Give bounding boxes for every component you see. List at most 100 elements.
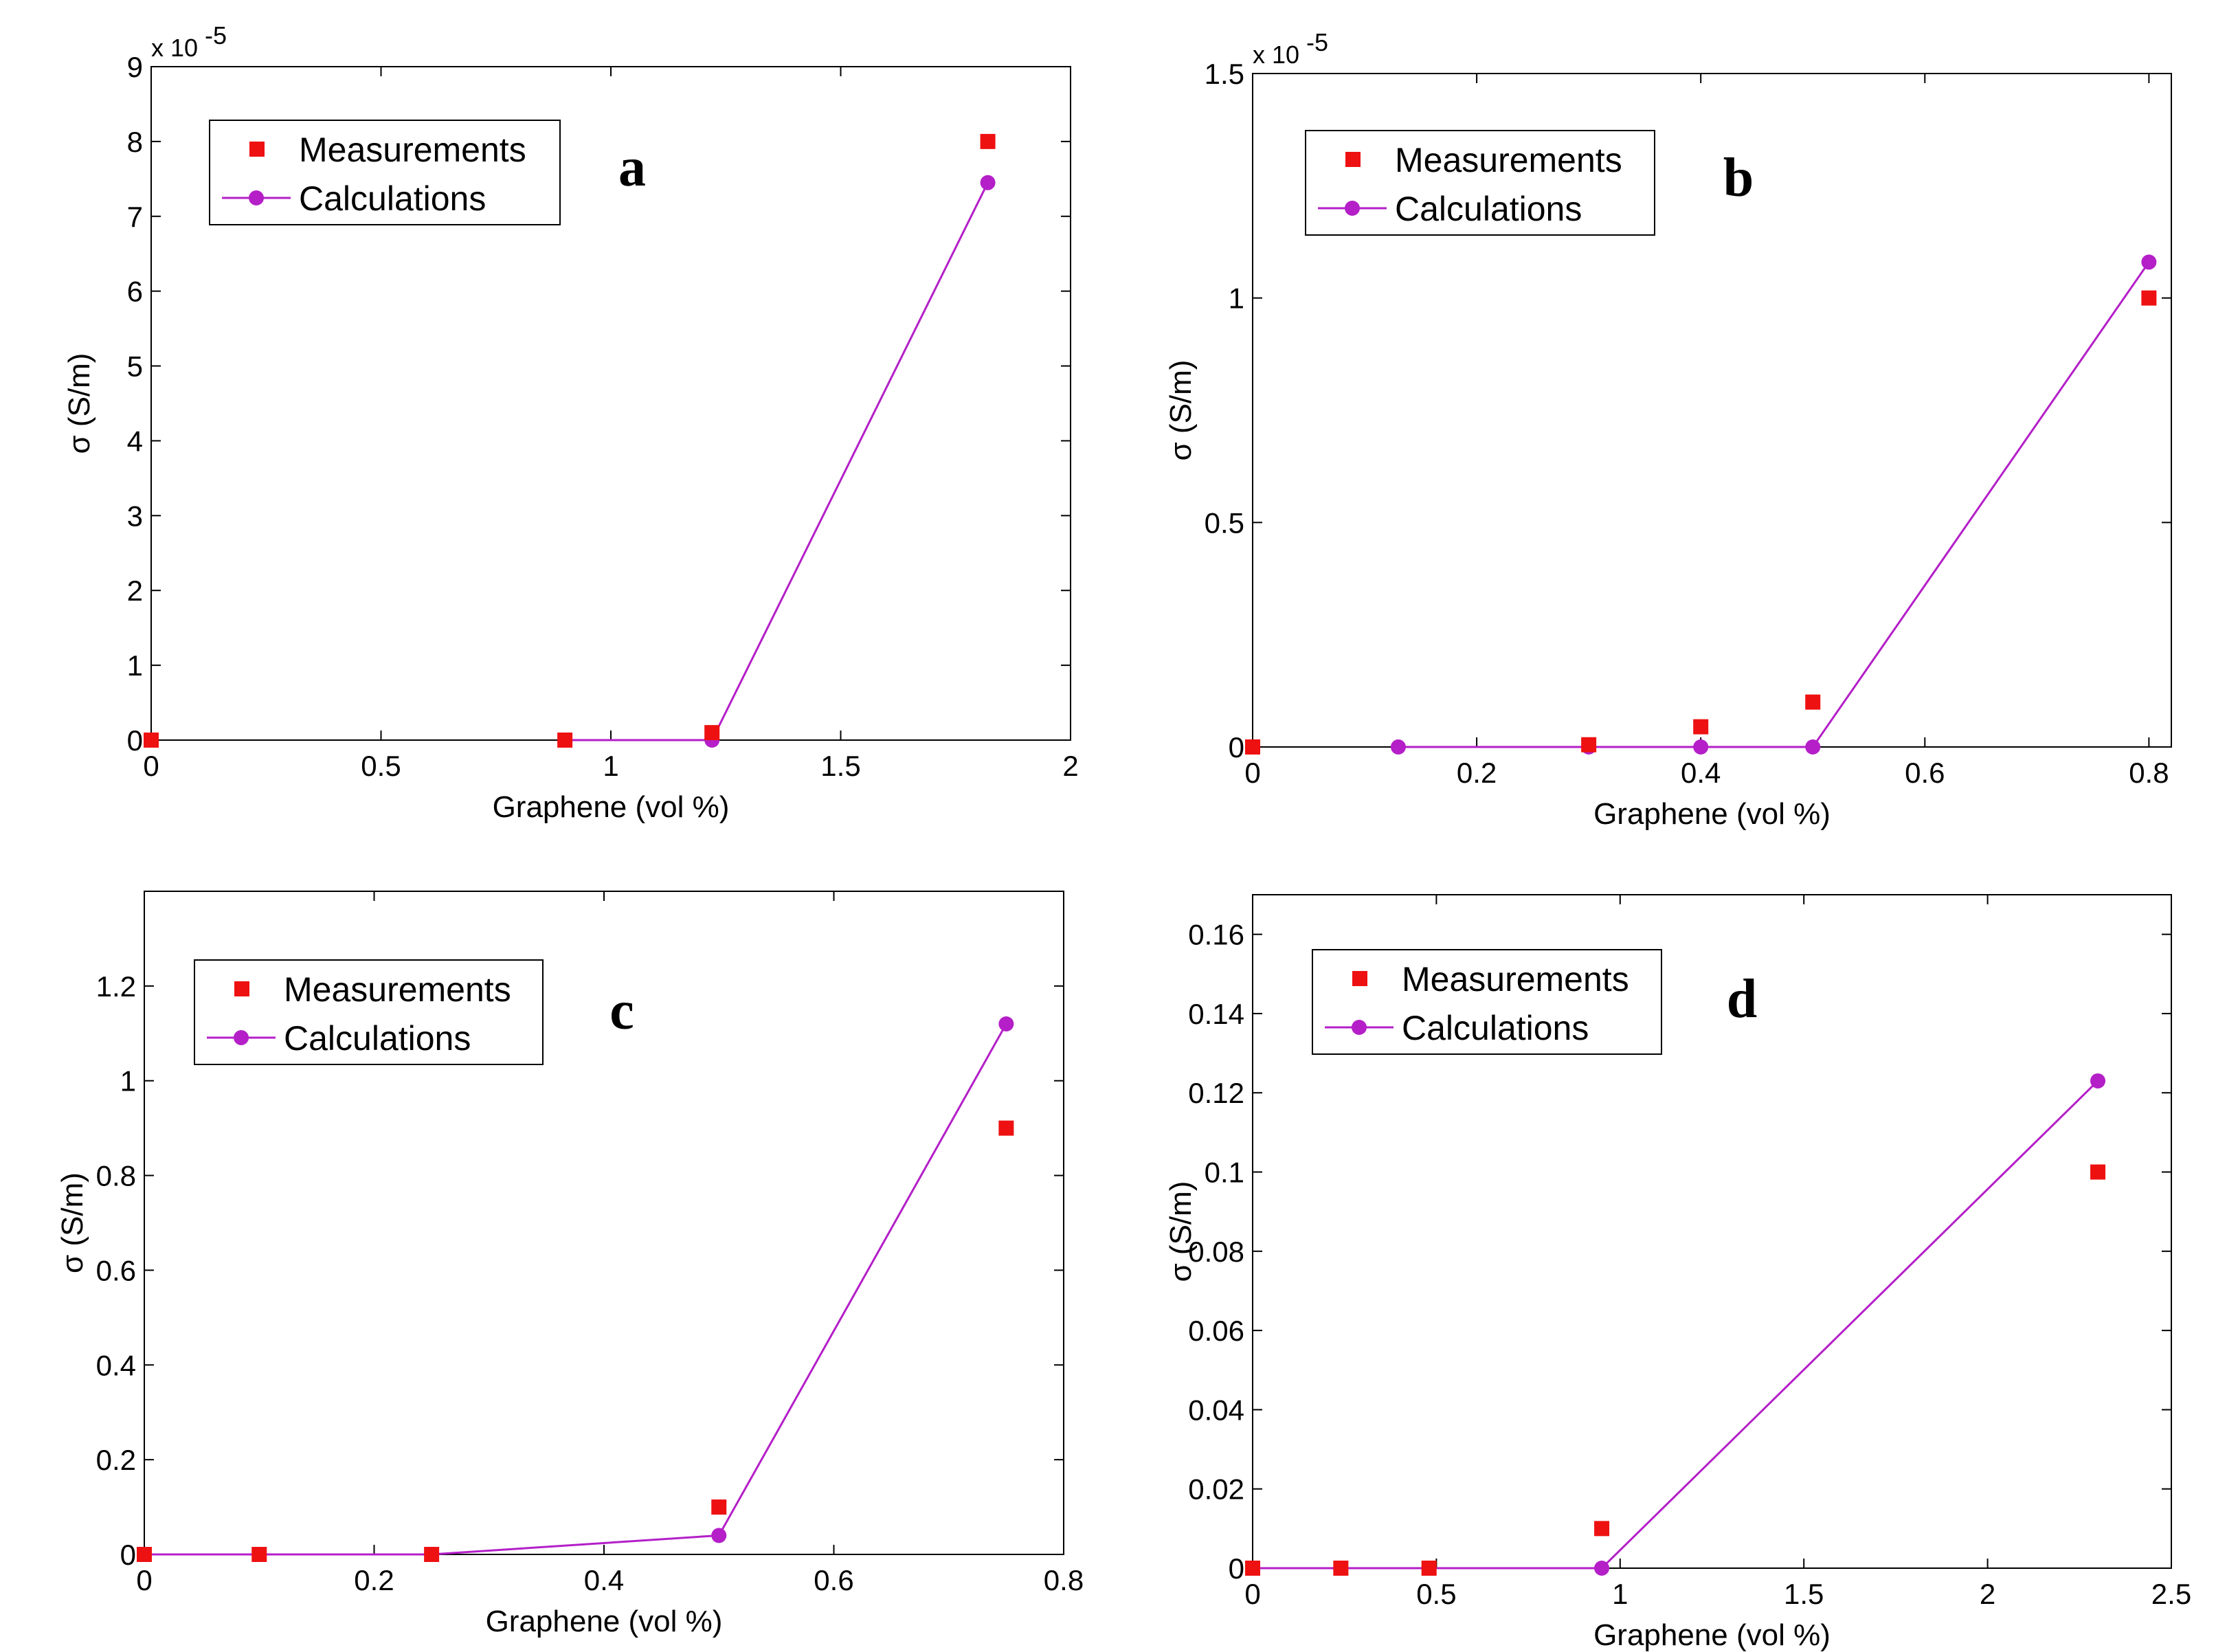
legend-measurements-label: Measurements bbox=[284, 970, 511, 1009]
legend-measurements-label: Measurements bbox=[1395, 141, 1622, 179]
measurements-point bbox=[251, 1547, 267, 1562]
y-tick-label: 0.14 bbox=[1188, 998, 1244, 1030]
x-tick-label: 0.5 bbox=[1416, 1578, 1456, 1610]
legend-box bbox=[1305, 130, 1655, 236]
x-tick-label: 1.5 bbox=[1784, 1578, 1824, 1610]
measurements-point bbox=[998, 1120, 1014, 1136]
y-tick-label: 0.1 bbox=[1205, 1157, 1244, 1189]
x-tick-label: 2 bbox=[1062, 750, 1078, 782]
x-tick-label: 0.6 bbox=[1905, 757, 1945, 789]
legend-calculations-label: Calculations bbox=[284, 1019, 471, 1058]
measurements-point bbox=[1581, 737, 1597, 752]
y-tick-label: 0.6 bbox=[96, 1254, 136, 1286]
legend-measurements-marker bbox=[1352, 971, 1367, 986]
measurements-point bbox=[1421, 1561, 1437, 1576]
measurements-point bbox=[1333, 1561, 1349, 1576]
x-tick-label: 0.5 bbox=[361, 750, 401, 782]
y-tick-label: 0.8 bbox=[96, 1160, 136, 1192]
measurements-point bbox=[980, 133, 996, 149]
legend-calculations-marker bbox=[1345, 201, 1360, 216]
y-tick-label: 8 bbox=[127, 126, 143, 158]
y-tick-label: 6 bbox=[127, 276, 143, 308]
x-tick-label: 2 bbox=[1980, 1578, 1995, 1610]
chart-panel-c: 0 0.2 0.4 0.6 0.8 0 0.2 0.4 0.6 0.8 1 1.2 Graphene (… bbox=[56, 891, 1084, 1638]
measurements-point bbox=[557, 733, 573, 748]
x-tick-label: 1 bbox=[603, 750, 618, 782]
chart-panel-d: 0 0.5 1 1.5 2 2.5 0 0.02 0.04 0.06 0.08 0.1 0.12 0.14… bbox=[1164, 894, 2191, 1652]
calculations-point bbox=[1805, 739, 1821, 755]
x-tick-label: 0.4 bbox=[584, 1564, 624, 1596]
measurements-point bbox=[711, 1499, 727, 1515]
x-tick-label: 0.4 bbox=[1681, 757, 1721, 789]
legend-calculations-marker bbox=[234, 1030, 249, 1045]
chart-panel-a: 0 0.5 1 1.5 2 0 1 2 3 4 5 6 7 8 9 Graphene (vol %) σ (S/… bbox=[63, 21, 1079, 824]
calculations-point bbox=[711, 1528, 727, 1543]
legend-measurements-marker bbox=[234, 981, 249, 996]
measurements-point bbox=[2090, 1164, 2106, 1180]
legend-calculations-marker bbox=[249, 190, 264, 205]
x-tick-label: 0 bbox=[1244, 757, 1260, 789]
plot-frame bbox=[1252, 894, 2172, 1569]
legend-measurements-marker bbox=[1345, 152, 1361, 167]
y-tick-label: 1 bbox=[127, 649, 143, 682]
x-tick-label: 0 bbox=[143, 750, 159, 782]
y-tick-label: 5 bbox=[127, 350, 143, 383]
calculations-point bbox=[1594, 1561, 1610, 1576]
chart-panel-b: 0 0.2 0.4 0.6 0.8 0 0.5 1 1.5 Graphene (vol %) σ (… bbox=[1164, 28, 2172, 831]
y-tick-label: 0.4 bbox=[96, 1349, 136, 1381]
legend-measurements-marker bbox=[249, 142, 265, 157]
measurements-point bbox=[704, 725, 720, 741]
y-tick-label: 0.12 bbox=[1188, 1077, 1244, 1109]
y-tick-label: 0 bbox=[1229, 1552, 1244, 1585]
measurements-point bbox=[1693, 719, 1709, 735]
x-tick-label: 0 bbox=[1244, 1578, 1260, 1610]
axis-multiplier: x 10 bbox=[1253, 41, 1299, 69]
measurements-point bbox=[424, 1547, 440, 1562]
calculations-point bbox=[998, 1016, 1014, 1031]
y-tick-label: 0 bbox=[127, 724, 143, 757]
x-tick-label: 0.6 bbox=[814, 1564, 853, 1596]
measurements-point bbox=[2141, 290, 2157, 306]
y-tick-label: 0.5 bbox=[1205, 506, 1244, 539]
x-tick-label: 2.5 bbox=[2151, 1578, 2191, 1610]
x-tick-label: 0.8 bbox=[2129, 757, 2169, 789]
y-tick-label: 0.06 bbox=[1188, 1315, 1244, 1347]
y-tick-label: 0.16 bbox=[1188, 919, 1244, 951]
y-axis-label: σ (S/m) bbox=[1164, 1181, 1198, 1282]
y-tick-label: 1 bbox=[120, 1065, 136, 1097]
y-tick-label: 1.5 bbox=[1205, 58, 1244, 90]
measurements-point bbox=[1805, 694, 1821, 710]
legend-calculations-label: Calculations bbox=[299, 179, 486, 218]
panel-label: a bbox=[618, 137, 646, 198]
panel-label: b bbox=[1723, 148, 1754, 208]
panel-label: c bbox=[609, 981, 634, 1041]
axis-multiplier: x 10 bbox=[151, 34, 198, 62]
y-axis-label: σ (S/m) bbox=[1164, 360, 1198, 461]
legend-calculations-label: Calculations bbox=[1402, 1009, 1589, 1047]
legend-measurements-label: Measurements bbox=[1402, 960, 1629, 998]
y-tick-label: 0.02 bbox=[1188, 1473, 1244, 1506]
measurements-point bbox=[137, 1547, 152, 1562]
y-tick-label: 9 bbox=[127, 51, 143, 83]
y-axis-label: σ (S/m) bbox=[63, 353, 96, 454]
calculations-point bbox=[2090, 1073, 2106, 1089]
y-tick-label: 0 bbox=[120, 1539, 136, 1571]
y-tick-label: 1 bbox=[1229, 282, 1244, 315]
x-axis-label: Graphene (vol %) bbox=[493, 790, 730, 824]
measurements-point bbox=[144, 733, 159, 748]
panel-label: d bbox=[1727, 969, 1758, 1029]
measurements-point bbox=[1245, 739, 1260, 755]
axis-multiplier-exponent: -5 bbox=[1306, 28, 1328, 56]
calculations-line bbox=[1253, 1080, 2099, 1570]
y-tick-label: 4 bbox=[127, 425, 143, 457]
y-tick-label: 0.2 bbox=[96, 1444, 136, 1476]
measurements-point bbox=[1245, 1561, 1260, 1576]
x-tick-label: 0.2 bbox=[354, 1564, 394, 1596]
calculations-line bbox=[144, 1023, 1007, 1556]
legend-box bbox=[194, 959, 544, 1065]
legend-calculations-label: Calculations bbox=[1395, 190, 1582, 228]
y-axis-label: σ (S/m) bbox=[56, 1172, 89, 1273]
x-tick-label: 0.8 bbox=[1044, 1564, 1084, 1596]
y-tick-label: 1.2 bbox=[96, 970, 136, 1003]
